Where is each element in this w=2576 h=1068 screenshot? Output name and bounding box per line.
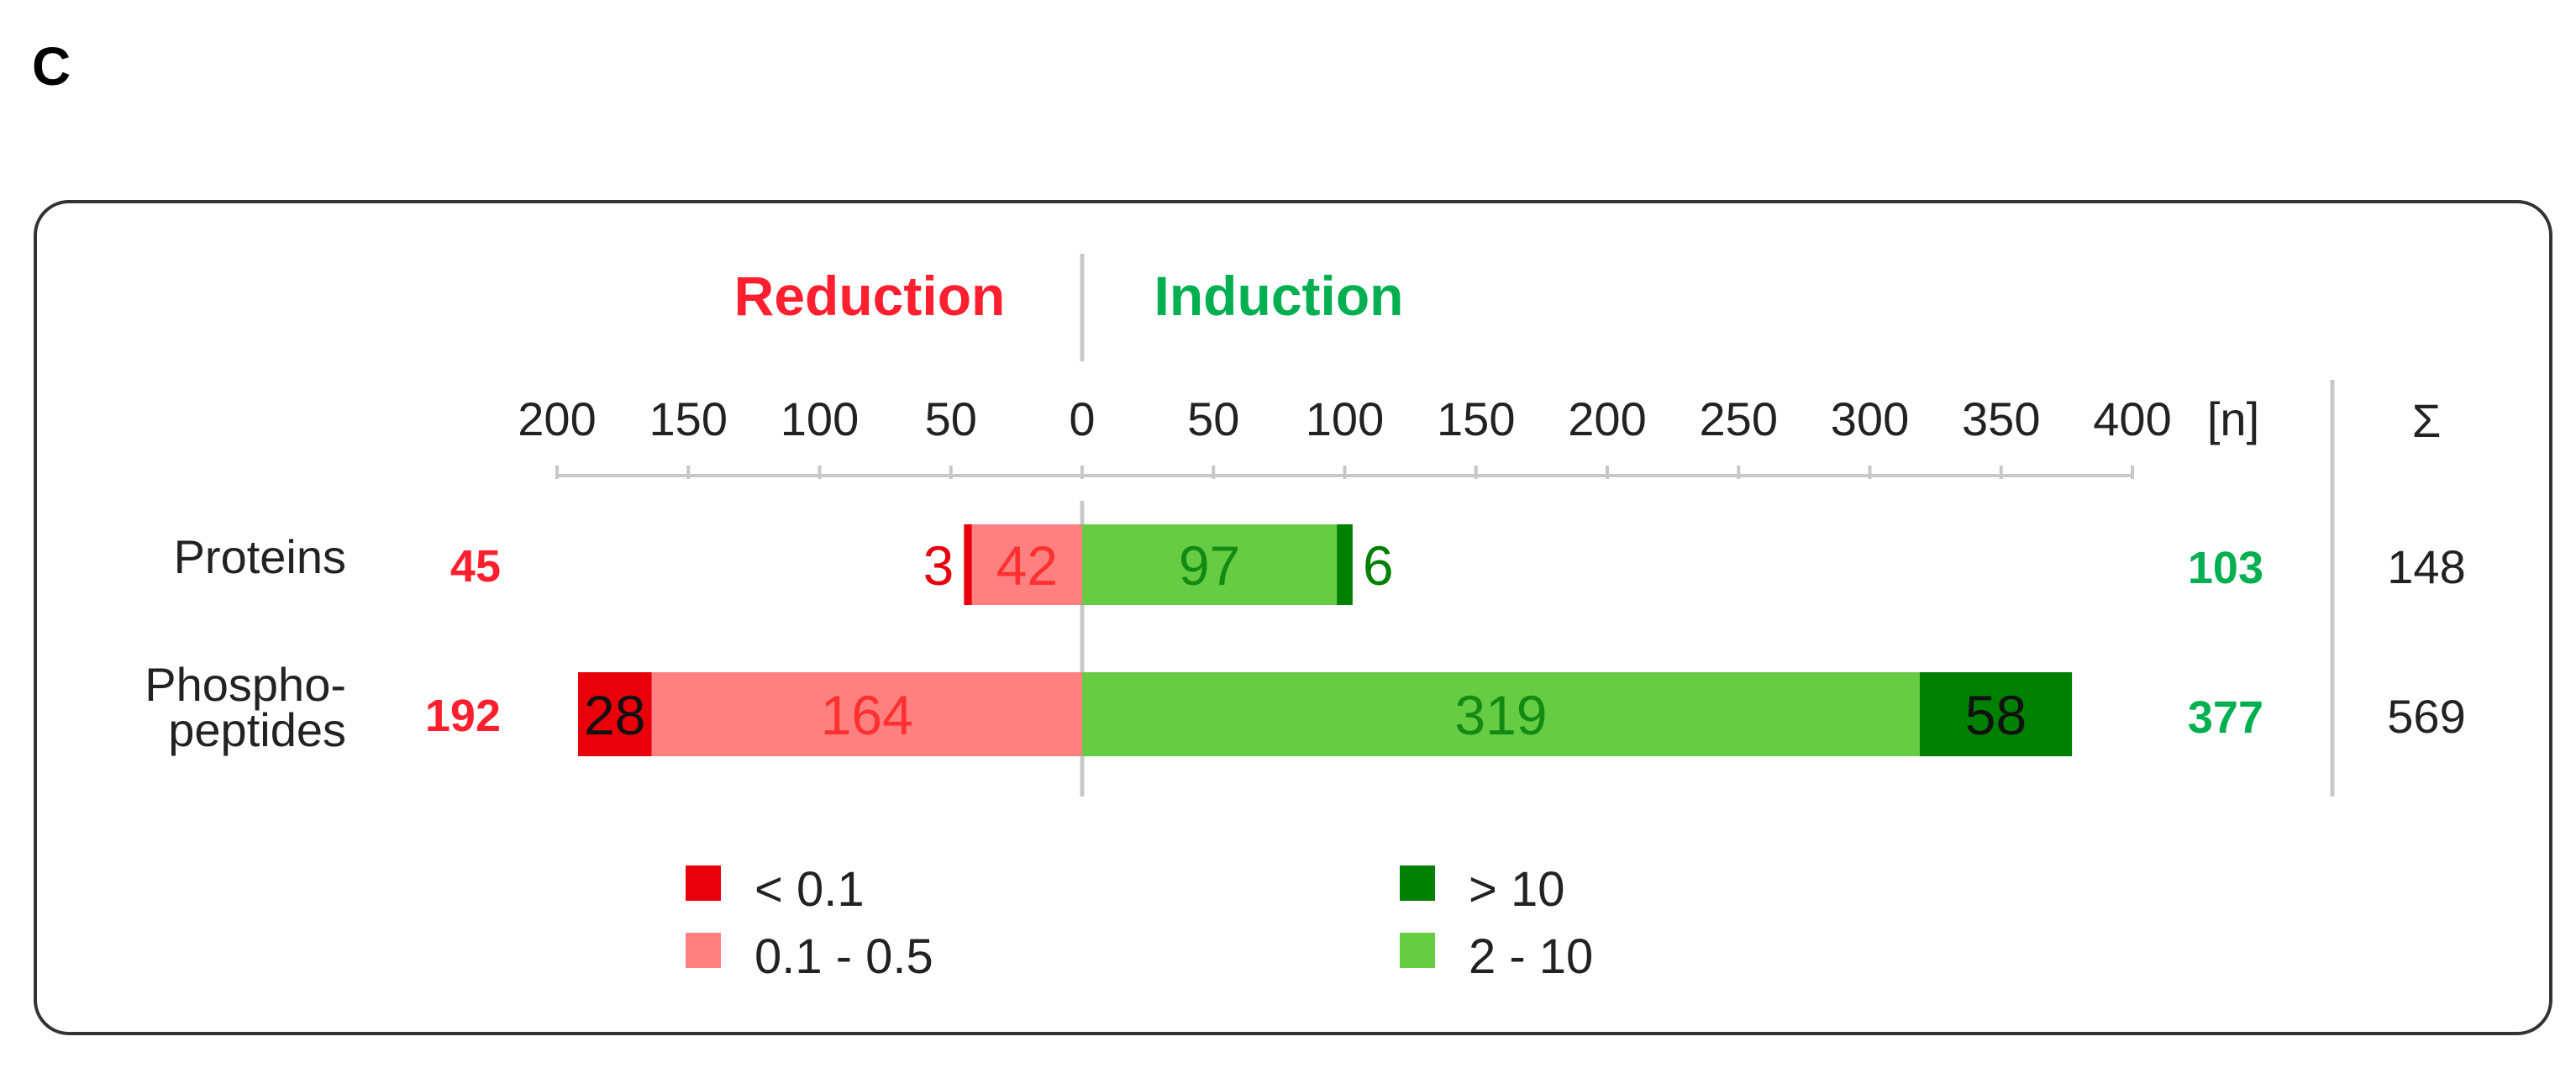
- bar-label-weak-down: 42: [996, 534, 1058, 597]
- legend-item: 2 - 10: [1400, 929, 1593, 984]
- legend-label: 2 - 10: [1469, 929, 1593, 984]
- legend-item: < 0.1: [686, 862, 865, 917]
- x-tick-label: 100: [1306, 392, 1384, 445]
- sum-header: Σ: [2412, 394, 2442, 447]
- reduction-total: 192: [425, 691, 501, 741]
- unit-label: [n]: [2207, 392, 2259, 445]
- x-tick-label: 400: [2093, 392, 2171, 445]
- bar-strong-down: [578, 672, 652, 756]
- x-tick-label: 300: [1831, 392, 1909, 445]
- legend-label: > 10: [1469, 862, 1565, 917]
- bar-row: 3 42 97 6 Proteins 45 103 148: [174, 524, 2466, 605]
- bar-label-strong-down: 3: [923, 534, 954, 597]
- x-tick-label: 350: [1962, 392, 2040, 445]
- legend-swatch: [686, 933, 721, 968]
- row-sum: 148: [2387, 540, 2465, 593]
- legend-item: > 10: [1400, 862, 1565, 917]
- legend-label: < 0.1: [754, 862, 865, 917]
- bar-label-weak-up: 319: [1454, 684, 1547, 746]
- bar-weak-up: [1082, 524, 1338, 605]
- bar-label-strong-down: 28: [584, 684, 645, 746]
- bar-weak-up: [1082, 672, 1920, 756]
- bar-label-strong-up: 58: [1965, 684, 2027, 746]
- legend: < 0.1 0.1 - 0.5 > 10 2 - 10: [686, 862, 1593, 984]
- row-label: Phospho-: [145, 658, 346, 711]
- legend-swatch: [686, 865, 721, 901]
- legend-label: 0.1 - 0.5: [754, 929, 933, 984]
- x-tick-label: 50: [1187, 392, 1239, 445]
- x-tick-label: 150: [649, 392, 728, 445]
- x-axis: 200 150 100 50 0 50 100 150 200 250 300 350 400: [518, 392, 2172, 797]
- bar-row: 28 164 319 58 Phospho-peptides 192 377 569: [145, 658, 2466, 756]
- x-tick-label: 0: [1069, 392, 1095, 445]
- x-tick-label: 200: [518, 392, 596, 445]
- induction-header: Induction: [1154, 265, 1404, 327]
- bar-strong-up: [1337, 524, 1353, 605]
- induction-total: 103: [2188, 543, 2263, 593]
- x-tick-label: 100: [781, 392, 859, 445]
- reduction-header: Reduction: [734, 265, 1006, 327]
- bar-weak-down: [971, 524, 1082, 605]
- row-label: peptides: [168, 703, 346, 756]
- legend-item: 0.1 - 0.5: [686, 929, 933, 984]
- row-label: Proteins: [174, 530, 346, 583]
- bar-label-weak-up: 97: [1179, 534, 1240, 597]
- bar-strong-down: [964, 524, 972, 605]
- bar-rows: 3 42 97 6 Proteins 45 103 148 28 164 319 58 Phospho-…: [145, 524, 2466, 756]
- induction-total: 377: [2188, 692, 2263, 743]
- x-tick-label: 200: [1568, 392, 1646, 445]
- legend-swatch: [1400, 865, 1435, 901]
- row-sum: 569: [2387, 690, 2465, 743]
- x-tick-label: 250: [1700, 392, 1778, 445]
- reduction-total: 45: [450, 541, 501, 592]
- x-tick-label: 150: [1437, 392, 1515, 445]
- bar-label-strong-up: 6: [1363, 534, 1394, 597]
- panel-label: C: [32, 36, 71, 97]
- x-tick-label: 50: [925, 392, 977, 445]
- bar-label-weak-down: 164: [821, 684, 913, 746]
- bar-strong-up: [1919, 672, 2073, 756]
- bar-weak-down: [651, 672, 1082, 756]
- chart-frame: [34, 200, 2552, 1035]
- legend-swatch: [1400, 933, 1435, 968]
